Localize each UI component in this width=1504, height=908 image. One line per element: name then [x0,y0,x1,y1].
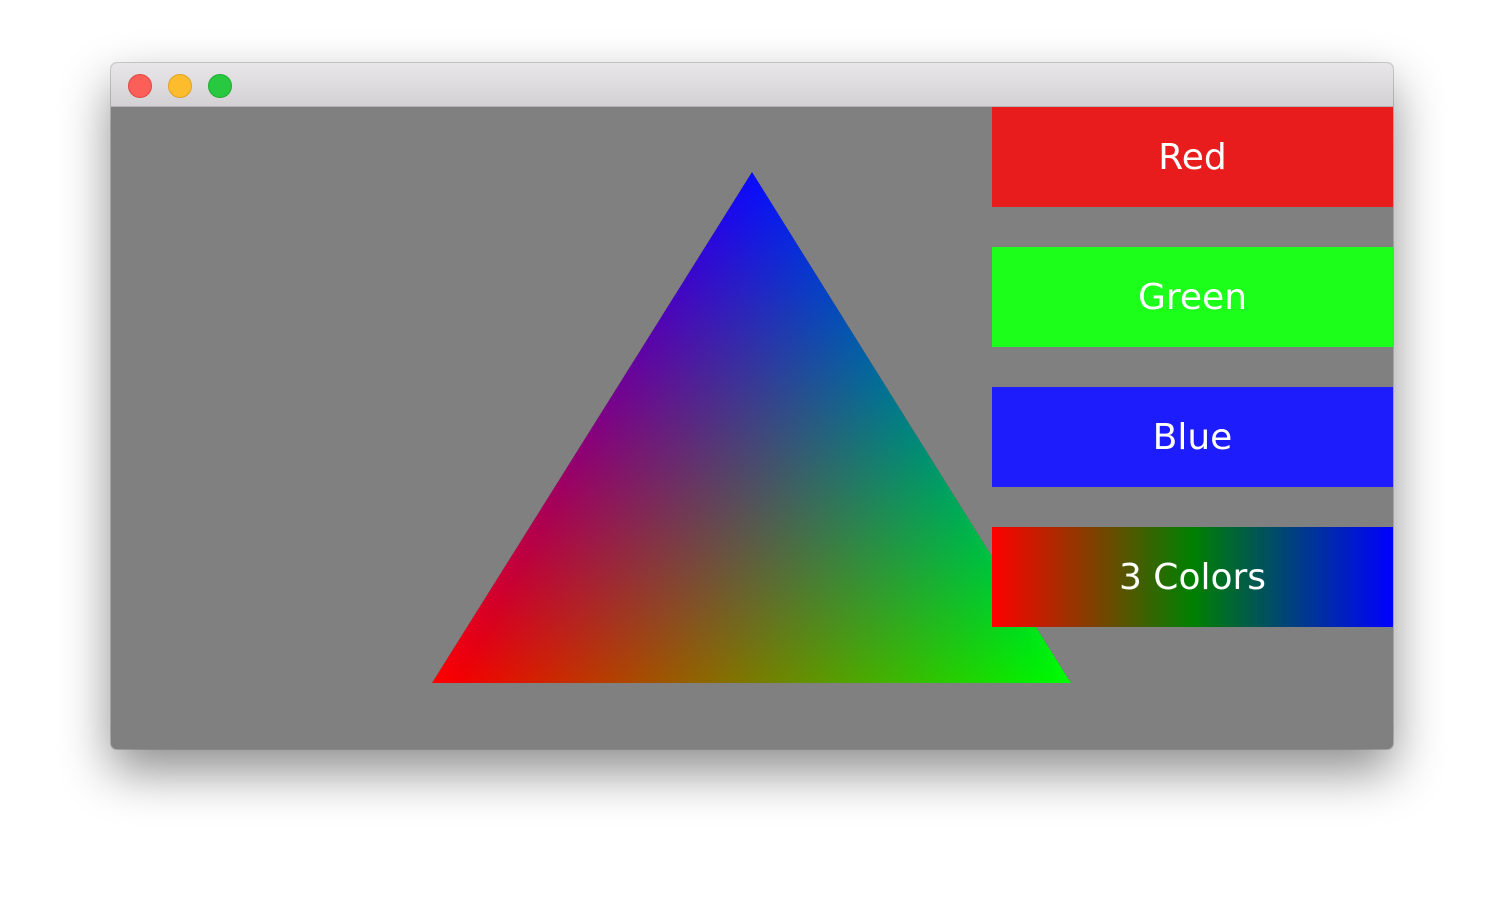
gradient-triangle [432,172,1071,683]
title-bar[interactable] [111,63,1393,107]
triangle-green-layer [432,172,1071,683]
red-button[interactable]: Red [992,107,1393,207]
blue-button[interactable]: Blue [992,387,1393,487]
zoom-button[interactable] [208,74,232,98]
three-colors-button[interactable]: 3 Colors [992,527,1393,627]
minimize-button[interactable] [168,74,192,98]
close-button[interactable] [128,74,152,98]
canvas-area: Red Green Blue 3 Colors [111,107,1393,749]
green-button[interactable]: Green [992,247,1393,347]
app-window: Red Green Blue 3 Colors [111,63,1393,749]
